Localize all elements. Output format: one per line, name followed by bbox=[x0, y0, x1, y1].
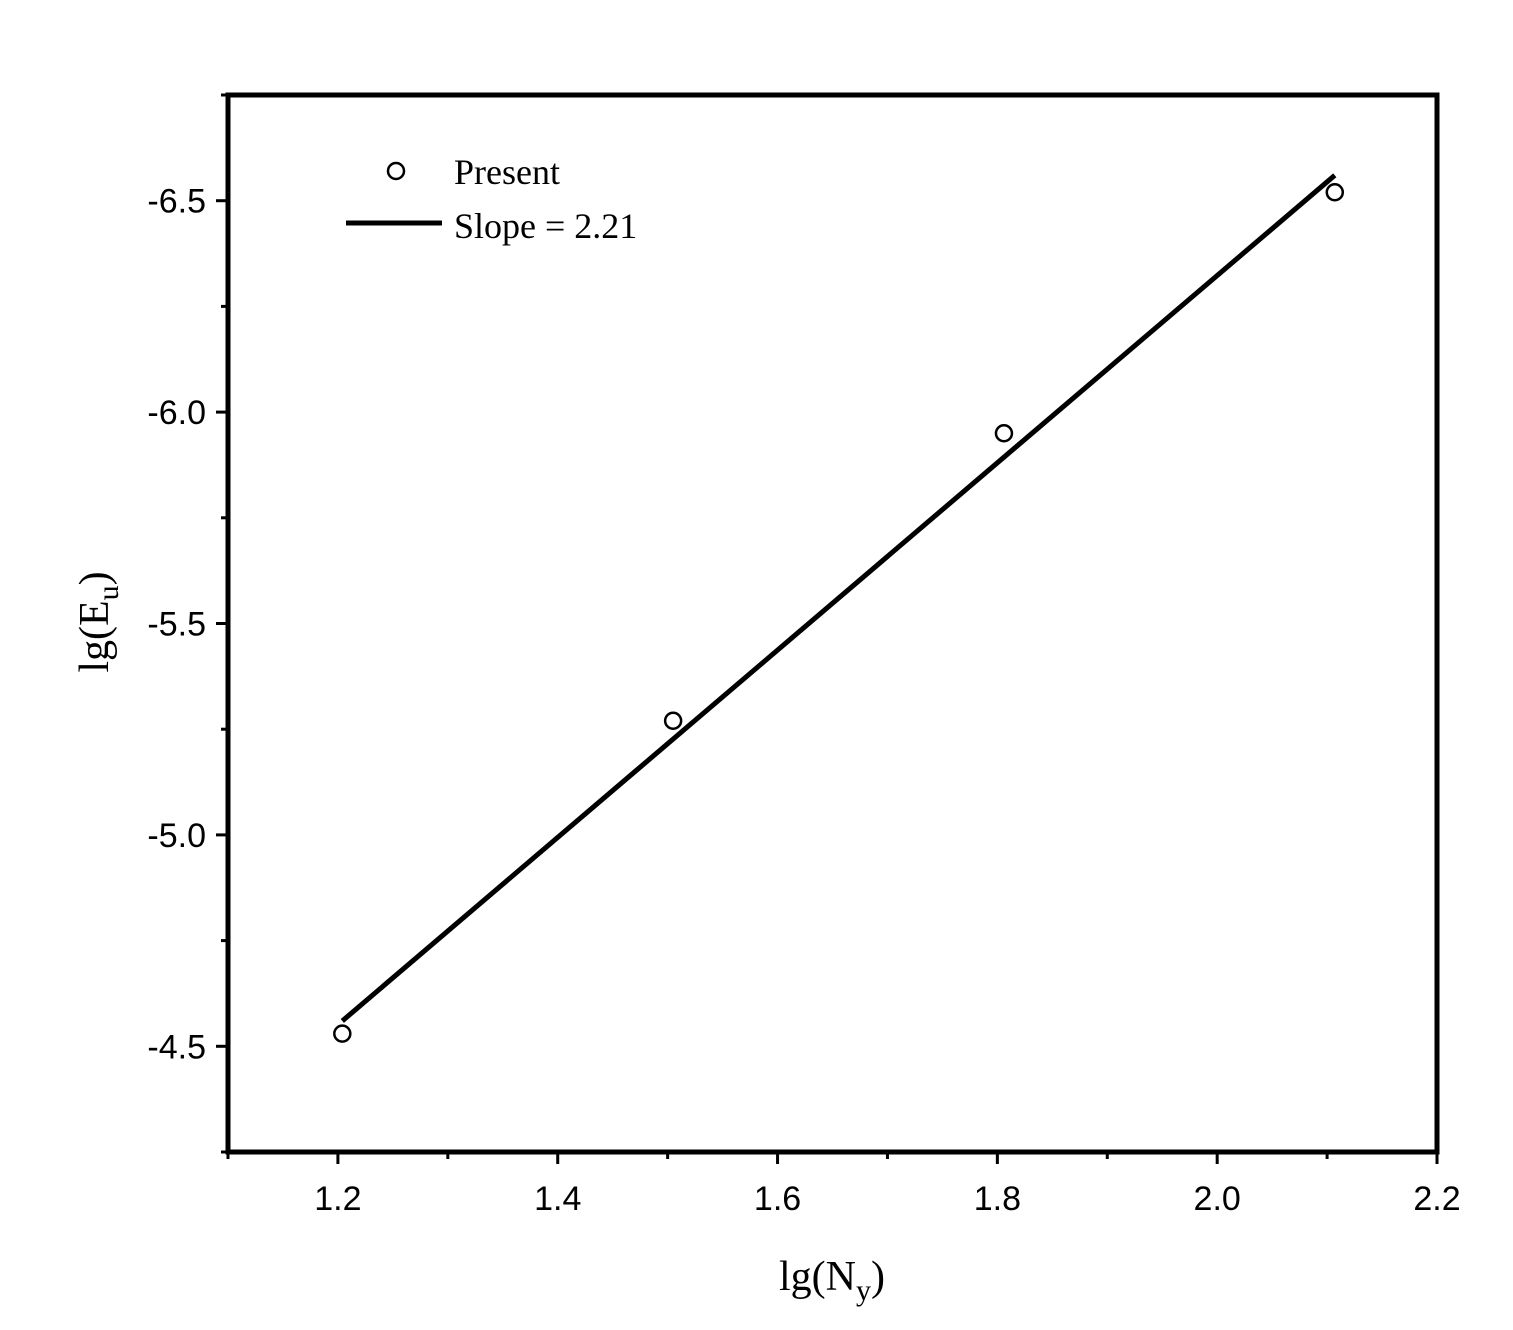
y-axis-title: lg(Eu) bbox=[72, 571, 125, 672]
fit-line bbox=[340, 173, 1337, 1023]
x-axis-title: lg(Ny) bbox=[779, 1254, 885, 1307]
svg-text:lg(Eu): lg(Eu) bbox=[72, 571, 125, 672]
x-axis-title-close: ) bbox=[871, 1254, 885, 1300]
data-point bbox=[333, 1024, 352, 1043]
ticks-layer: 1.2 1.4 1.6 1.8 2.0 2.2 -6.5 -6.0 -5.5 -5.0 -4.5 bbox=[147, 93, 1461, 1218]
x-axis-title-sub: y bbox=[856, 1274, 871, 1307]
marks-layer bbox=[333, 173, 1345, 1043]
y-tick-label: -5.0 bbox=[147, 817, 206, 855]
data-point bbox=[663, 711, 683, 730]
plot-frame bbox=[225, 92, 1440, 1155]
y-axis-title-base: lg(E bbox=[72, 600, 118, 672]
legend-label-slope: Slope = 2.21 bbox=[454, 206, 637, 246]
x-tick-label: 1.2 bbox=[314, 1180, 361, 1218]
legend: Present Slope = 2.21 bbox=[346, 152, 637, 246]
y-axis-title-close: ) bbox=[72, 571, 118, 585]
legend-marker-present bbox=[386, 161, 406, 181]
x-tick-label: 1.6 bbox=[754, 1180, 801, 1218]
legend-label-present: Present bbox=[454, 152, 560, 192]
x-tick-label: 1.8 bbox=[974, 1180, 1021, 1218]
y-tick-label: -6.0 bbox=[147, 394, 206, 432]
y-tick-label: -5.5 bbox=[147, 606, 206, 644]
y-tick-label: -4.5 bbox=[147, 1028, 206, 1066]
y-tick-label: -6.5 bbox=[147, 183, 206, 221]
y-axis-title-sub: u bbox=[92, 585, 125, 600]
x-tick-label: 2.2 bbox=[1413, 1180, 1460, 1218]
svg-text:lg(Ny): lg(Ny) bbox=[779, 1254, 885, 1307]
x-tick-label: 2.0 bbox=[1194, 1180, 1241, 1218]
x-tick-label: 1.4 bbox=[534, 1180, 581, 1218]
x-axis-title-base: lg(N bbox=[779, 1254, 856, 1300]
data-point bbox=[994, 423, 1014, 443]
data-point bbox=[1325, 182, 1345, 202]
